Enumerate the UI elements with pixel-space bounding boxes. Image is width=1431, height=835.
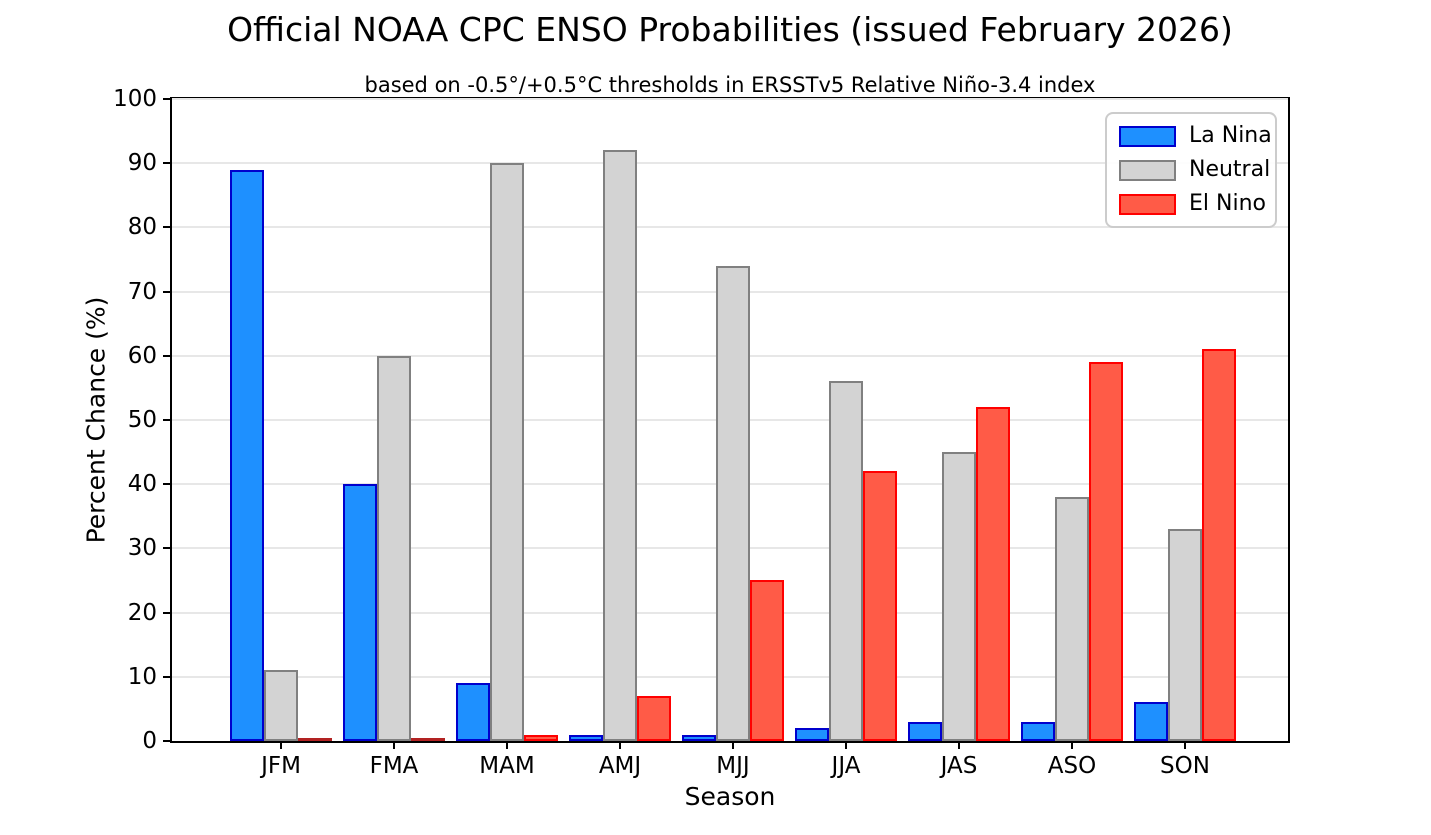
bar-la-nina-jas [908,722,942,741]
x-tick-mark-son [1184,741,1186,749]
y-tick-mark-30 [163,547,172,550]
y-tick-label-60: 60 [127,342,157,369]
y-tick-mark-20 [163,611,172,614]
legend-item-la-nina: La Nina [1119,123,1272,149]
bar-neutral-son [1168,529,1202,741]
x-tick-label-jja: JJA [831,753,861,779]
bar-neutral-jas [942,452,976,741]
bar-la-nina-mam [456,683,490,741]
bar-el-nino-jas [976,407,1010,741]
bar-neutral-fma [377,356,411,741]
y-tick-mark-50 [163,419,172,421]
bar-la-nina-amj [569,735,603,741]
x-tick-label-son: SON [1160,753,1210,779]
y-tick-label-20: 20 [127,599,157,626]
y-tick-label-70: 70 [127,278,157,305]
y-tick-mark-70 [163,290,172,293]
x-tick-mark-jfm [280,741,282,749]
plot-area: La Nina Neutral El Nino [170,97,1290,743]
x-tick-label-mjj: MJJ [716,753,750,779]
y-tick-label-0: 0 [142,728,157,754]
y-tick-label-30: 30 [127,535,157,562]
y-tick-label-80: 80 [127,214,157,241]
gridline-90 [172,162,1288,165]
x-tick-mark-mjj [732,741,734,749]
bar-neutral-jja [829,381,863,741]
chart-subtitle: based on -0.5°/+0.5°C thresholds in ERSS… [364,73,1096,97]
legend-label-neutral: Neutral [1189,157,1271,182]
y-tick-label-50: 50 [127,407,157,433]
y-tick-label-10: 10 [127,663,157,690]
chart-title: Official NOAA CPC ENSO Probabilities (is… [227,10,1233,49]
y-tick-mark-100 [163,98,172,100]
legend: La Nina Neutral El Nino [1105,112,1277,228]
bar-la-nina-fma [343,484,377,741]
neutral-swatch-icon [1119,159,1176,181]
x-tick-mark-jas [958,741,960,749]
bar-neutral-mam [490,163,524,741]
x-tick-label-fma: FMA [369,753,419,779]
bar-el-nino-son [1202,349,1236,741]
bar-el-nino-mjj [750,580,784,741]
x-tick-mark-aso [1071,741,1073,749]
x-axis-title: Season [684,782,776,811]
bar-la-nina-mjj [682,735,716,741]
bar-neutral-aso [1055,497,1089,741]
x-tick-mark-jja [845,741,847,749]
legend-item-neutral: Neutral [1119,157,1270,183]
y-tick-mark-60 [163,354,172,357]
el-nino-swatch-icon [1119,193,1176,215]
bar-la-nina-jfm [230,170,264,741]
y-tick-label-40: 40 [127,471,157,498]
y-tick-mark-40 [163,483,172,486]
bar-el-nino-fma [411,738,445,741]
x-tick-label-jas: JAS [940,753,978,779]
bar-el-nino-mam [524,735,558,741]
y-tick-mark-90 [163,162,172,165]
bar-neutral-mjj [716,266,750,741]
legend-item-el-nino: El Nino [1119,191,1266,217]
bar-neutral-jfm [264,670,298,741]
gridline-80 [172,226,1288,229]
x-tick-mark-fma [393,741,395,749]
y-tick-mark-80 [163,226,172,229]
bar-la-nina-son [1134,702,1168,741]
la-nina-swatch-icon [1119,125,1176,147]
bar-el-nino-jja [863,471,897,741]
bar-el-nino-aso [1089,362,1123,741]
bar-la-nina-jja [795,728,829,741]
bar-neutral-amj [603,150,637,741]
bar-el-nino-jfm [298,738,332,741]
legend-label-el-nino: El Nino [1189,191,1266,216]
y-tick-mark-0 [163,740,172,742]
x-tick-label-jfm: JFM [261,753,301,779]
x-tick-label-amj: AMJ [598,753,642,779]
x-tick-label-mam: MAM [479,753,535,779]
legend-label-la-nina: La Nina [1189,123,1272,148]
bar-la-nina-aso [1021,722,1055,741]
x-tick-mark-mam [506,741,508,749]
y-tick-label-100: 100 [113,86,157,112]
x-tick-label-aso: ASO [1047,753,1097,779]
y-tick-label-90: 90 [127,150,157,177]
gridline-100 [172,98,1288,100]
bar-el-nino-amj [637,696,671,741]
y-tick-mark-10 [163,675,172,678]
x-tick-mark-amj [619,741,621,749]
